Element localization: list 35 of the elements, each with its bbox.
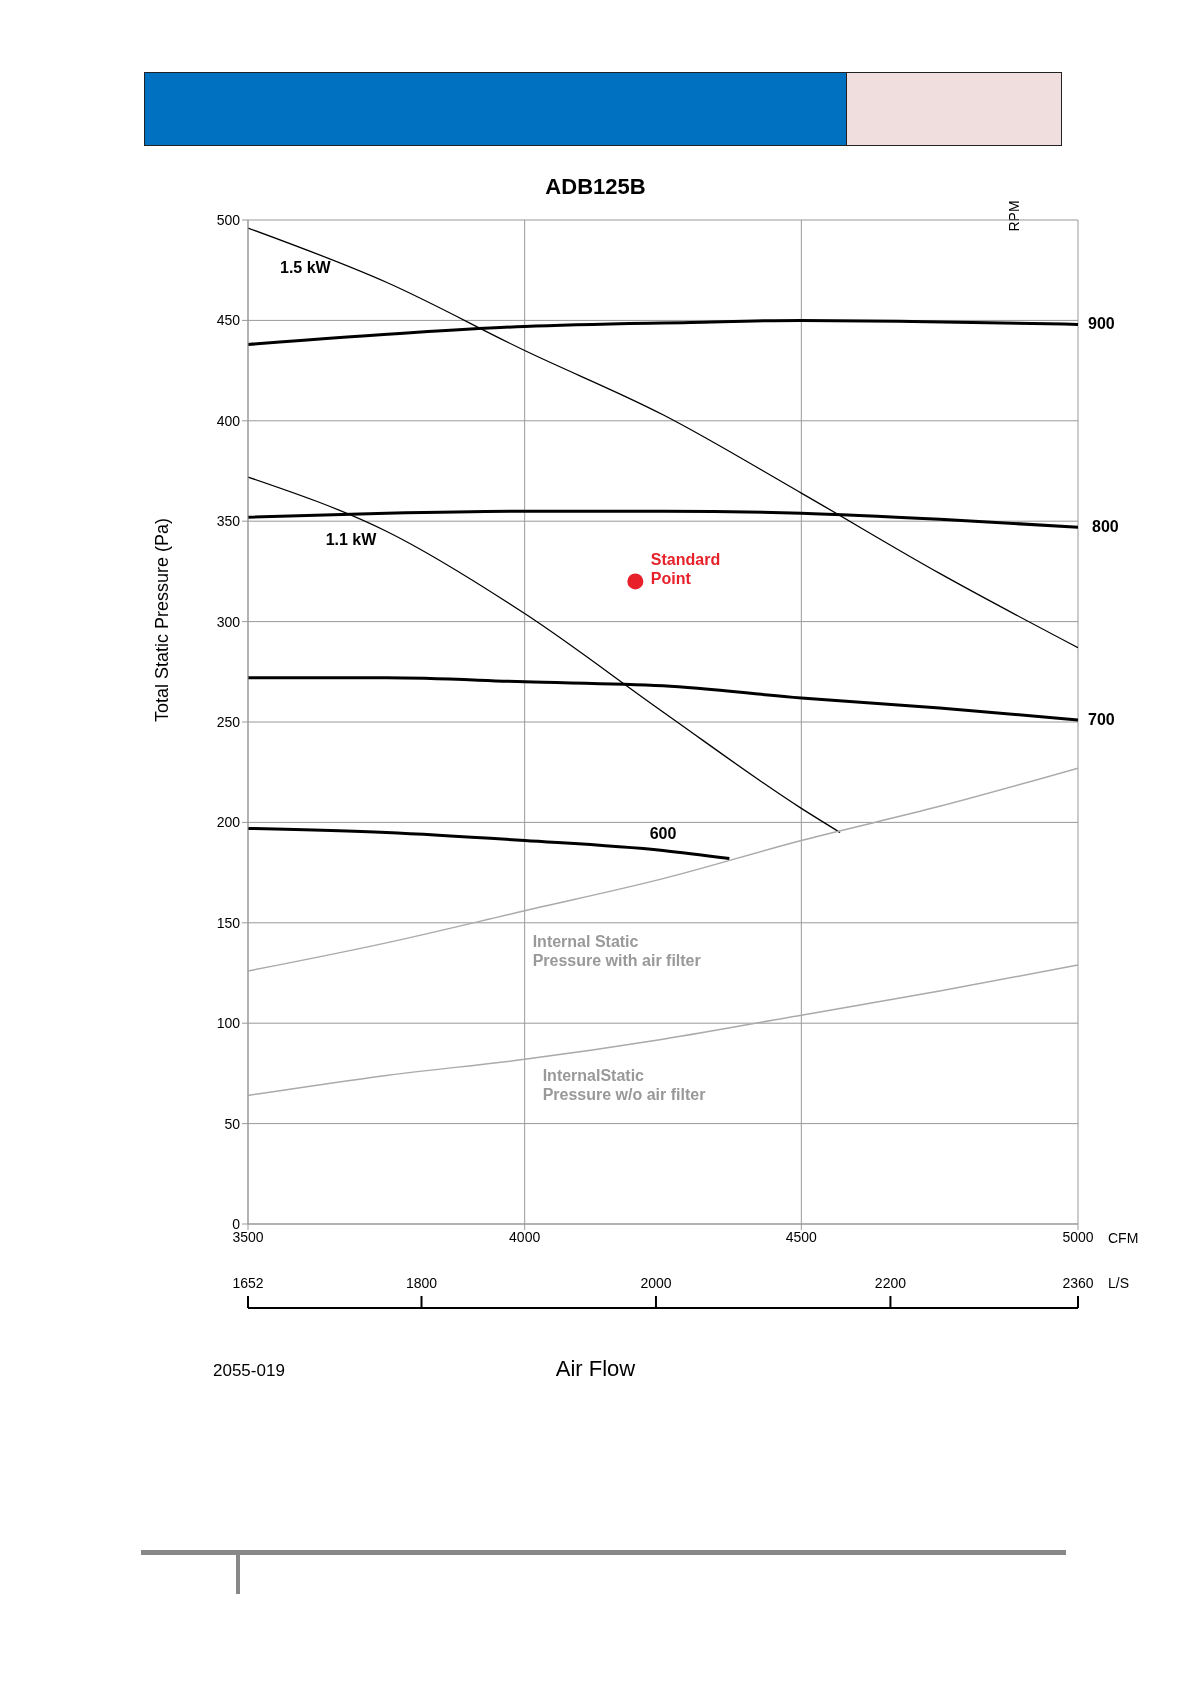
series-label: 700: [1088, 710, 1115, 728]
y-tick-label: 350: [216, 513, 241, 530]
x2-tick-label: 2000: [640, 1275, 672, 1291]
x-axis-title: CFM: [1108, 1229, 1139, 1246]
text: 2055-019: [213, 1361, 285, 1381]
y-axis-title: Total Static Pressure (Pa): [152, 517, 173, 722]
y-tick-label: 250: [216, 713, 241, 730]
x2-tick-label: 2200: [874, 1275, 907, 1291]
text: Air Flow: [555, 1356, 636, 1381]
y-tick-label: 300: [216, 613, 241, 630]
y-tick-label: 400: [216, 412, 241, 429]
chart-title: ADB125B: [544, 174, 647, 200]
x2-tick-label: 1652: [232, 1275, 264, 1291]
y-tick-label: 50: [224, 1115, 241, 1132]
series-label: 800: [1092, 518, 1119, 536]
y-tick-label: 200: [216, 814, 241, 831]
series-label: 600: [649, 824, 677, 842]
x2-tick-label: 2360: [1062, 1275, 1094, 1291]
x2-axis-title: L/S: [1108, 1275, 1130, 1291]
y-tick-label: 450: [216, 312, 241, 329]
x-tick-label: 5000: [1062, 1228, 1094, 1245]
y-tick-label: 150: [216, 914, 241, 931]
x-tick-label: 4500: [785, 1228, 818, 1245]
line-series: [248, 826, 731, 861]
x-tick-label: 4000: [509, 1228, 541, 1245]
y-tick-label: 500: [216, 211, 241, 228]
series-label: Standard Point: [650, 550, 721, 587]
y-tick-label: 100: [216, 1015, 241, 1032]
series-label: 1.5 kW: [280, 259, 332, 277]
series-label: Internal Static Pressure with air filter: [532, 932, 701, 969]
annotation: RPM: [1005, 200, 1022, 232]
series-label: InternalStatic Pressure w/o air filter: [542, 1067, 706, 1104]
x2-tick-label: 1800: [405, 1275, 438, 1291]
series-label: 1.1 kW: [325, 531, 378, 549]
series-label: 900: [1088, 315, 1115, 333]
